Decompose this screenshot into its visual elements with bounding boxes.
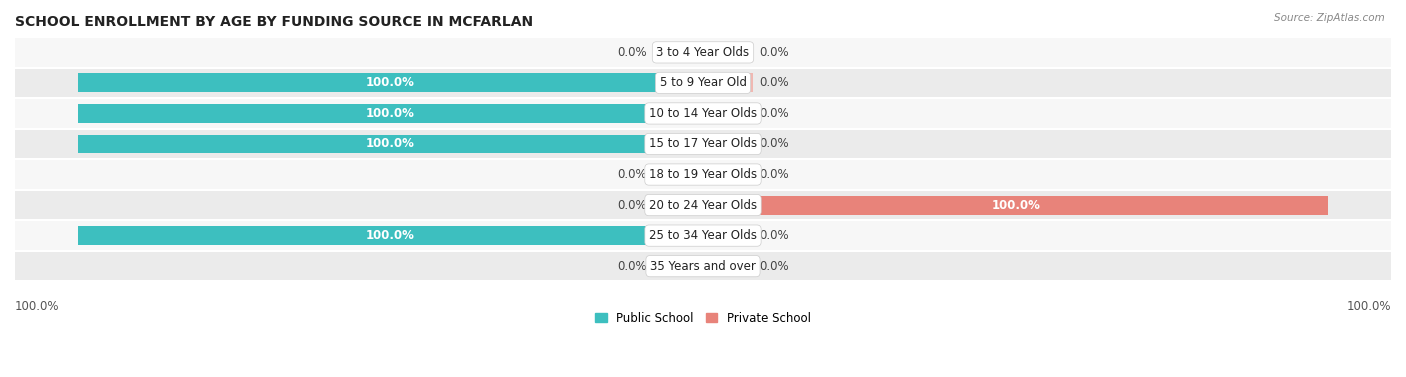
Text: 0.0%: 0.0%: [759, 107, 789, 120]
Text: 100.0%: 100.0%: [991, 199, 1040, 211]
Text: 0.0%: 0.0%: [759, 77, 789, 89]
Bar: [15, 251, 1391, 281]
Bar: [652, 43, 703, 62]
Bar: [77, 135, 703, 153]
Text: SCHOOL ENROLLMENT BY AGE BY FUNDING SOURCE IN MCFARLAN: SCHOOL ENROLLMENT BY AGE BY FUNDING SOUR…: [15, 15, 533, 29]
Bar: [15, 190, 1391, 220]
Text: 0.0%: 0.0%: [617, 46, 647, 59]
Text: 0.0%: 0.0%: [759, 168, 789, 181]
Text: 20 to 24 Year Olds: 20 to 24 Year Olds: [650, 199, 756, 211]
Text: 100.0%: 100.0%: [366, 77, 415, 89]
Bar: [703, 226, 754, 245]
Text: 0.0%: 0.0%: [617, 199, 647, 211]
Bar: [703, 257, 754, 276]
Text: Source: ZipAtlas.com: Source: ZipAtlas.com: [1274, 13, 1385, 23]
Text: 10 to 14 Year Olds: 10 to 14 Year Olds: [650, 107, 756, 120]
Text: 15 to 17 Year Olds: 15 to 17 Year Olds: [650, 138, 756, 150]
Bar: [703, 196, 1329, 215]
Bar: [703, 104, 754, 123]
Bar: [652, 257, 703, 276]
Bar: [703, 74, 754, 92]
Text: 0.0%: 0.0%: [617, 168, 647, 181]
Bar: [15, 67, 1391, 98]
Text: 100.0%: 100.0%: [15, 300, 59, 313]
Text: 35 Years and over: 35 Years and over: [650, 260, 756, 273]
Bar: [652, 165, 703, 184]
Text: 18 to 19 Year Olds: 18 to 19 Year Olds: [650, 168, 756, 181]
Text: 0.0%: 0.0%: [759, 260, 789, 273]
Bar: [703, 135, 754, 153]
Bar: [15, 159, 1391, 190]
Bar: [703, 43, 754, 62]
Text: 3 to 4 Year Olds: 3 to 4 Year Olds: [657, 46, 749, 59]
Text: 100.0%: 100.0%: [366, 138, 415, 150]
Text: 0.0%: 0.0%: [759, 46, 789, 59]
Bar: [703, 165, 754, 184]
Bar: [15, 98, 1391, 129]
Bar: [77, 74, 703, 92]
Bar: [652, 196, 703, 215]
Legend: Public School, Private School: Public School, Private School: [591, 307, 815, 329]
Text: 100.0%: 100.0%: [366, 107, 415, 120]
Text: 5 to 9 Year Old: 5 to 9 Year Old: [659, 77, 747, 89]
Text: 0.0%: 0.0%: [759, 229, 789, 242]
Text: 100.0%: 100.0%: [366, 229, 415, 242]
Bar: [77, 226, 703, 245]
Bar: [77, 104, 703, 123]
Bar: [15, 129, 1391, 159]
Text: 0.0%: 0.0%: [617, 260, 647, 273]
Text: 100.0%: 100.0%: [1347, 300, 1391, 313]
Bar: [15, 220, 1391, 251]
Text: 0.0%: 0.0%: [759, 138, 789, 150]
Bar: [15, 37, 1391, 67]
Text: 25 to 34 Year Olds: 25 to 34 Year Olds: [650, 229, 756, 242]
